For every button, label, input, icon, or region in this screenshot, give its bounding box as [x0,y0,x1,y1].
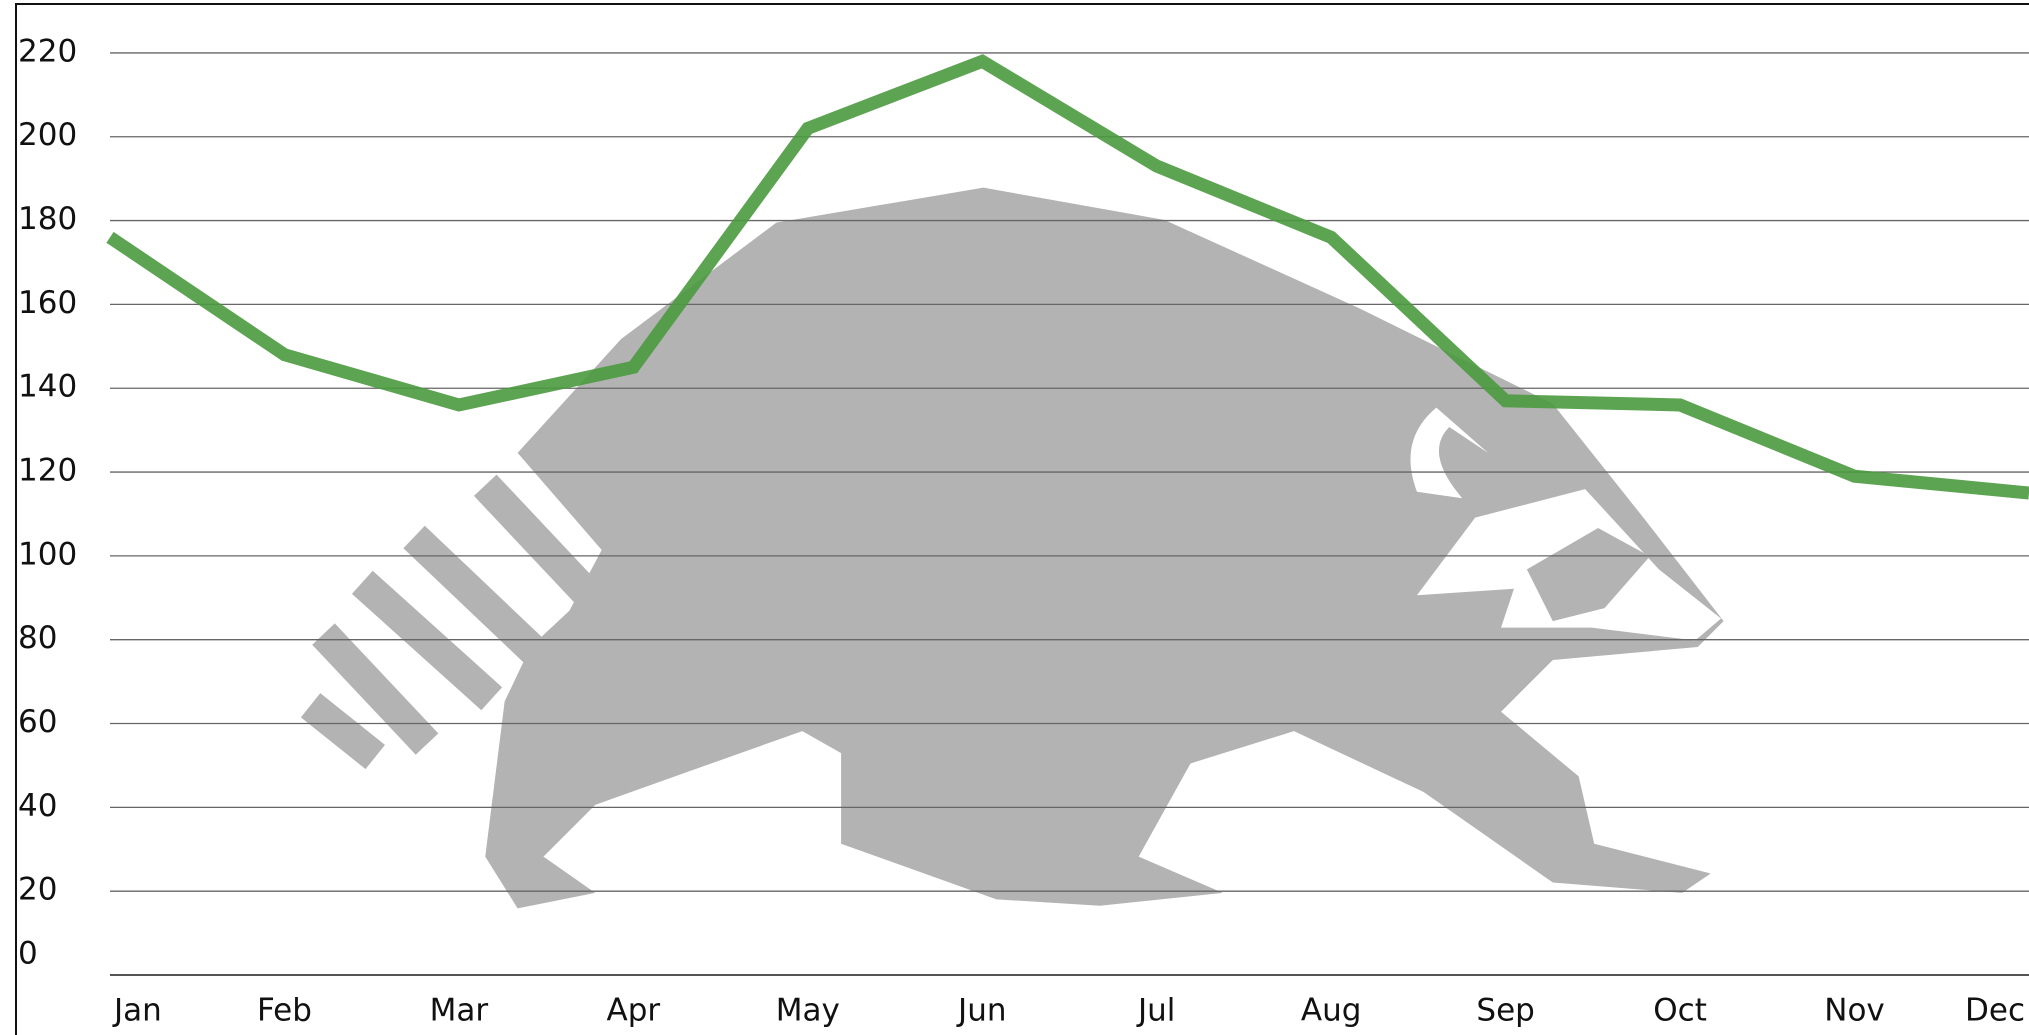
y-tick-label: 220 [18,33,77,69]
x-tick-label: Oct [1653,993,1707,1029]
y-tick-label: 100 [18,536,77,572]
x-tick-label: Jun [956,993,1006,1029]
x-tick-label: May [776,993,840,1029]
x-tick-label: Aug [1301,993,1362,1029]
y-tick-label: 20 [18,872,57,908]
y-tick-label: 140 [18,369,77,405]
data-line [106,54,2029,500]
y-tick-label: 200 [18,117,77,153]
raccoon-silhouette [300,187,1724,909]
x-tick-label: Jan [112,993,162,1029]
x-tick-label: Dec [1965,993,2025,1029]
y-tick-label: 180 [18,201,77,237]
y-tick-label: 0 [18,936,38,972]
x-tick-label: Apr [607,993,661,1029]
x-tick-label: Mar [430,993,489,1029]
x-tick-label: Feb [257,993,312,1029]
y-tick-label: 60 [18,704,57,740]
y-tick-label: 40 [18,788,57,824]
x-tick-label: Jul [1136,993,1175,1029]
x-tick-label: Sep [1476,993,1534,1029]
x-tick-label: Nov [1824,993,1885,1029]
y-tick-label: 160 [18,285,77,321]
y-tick-label: 120 [18,453,77,489]
y-tick-label: 80 [18,620,57,656]
